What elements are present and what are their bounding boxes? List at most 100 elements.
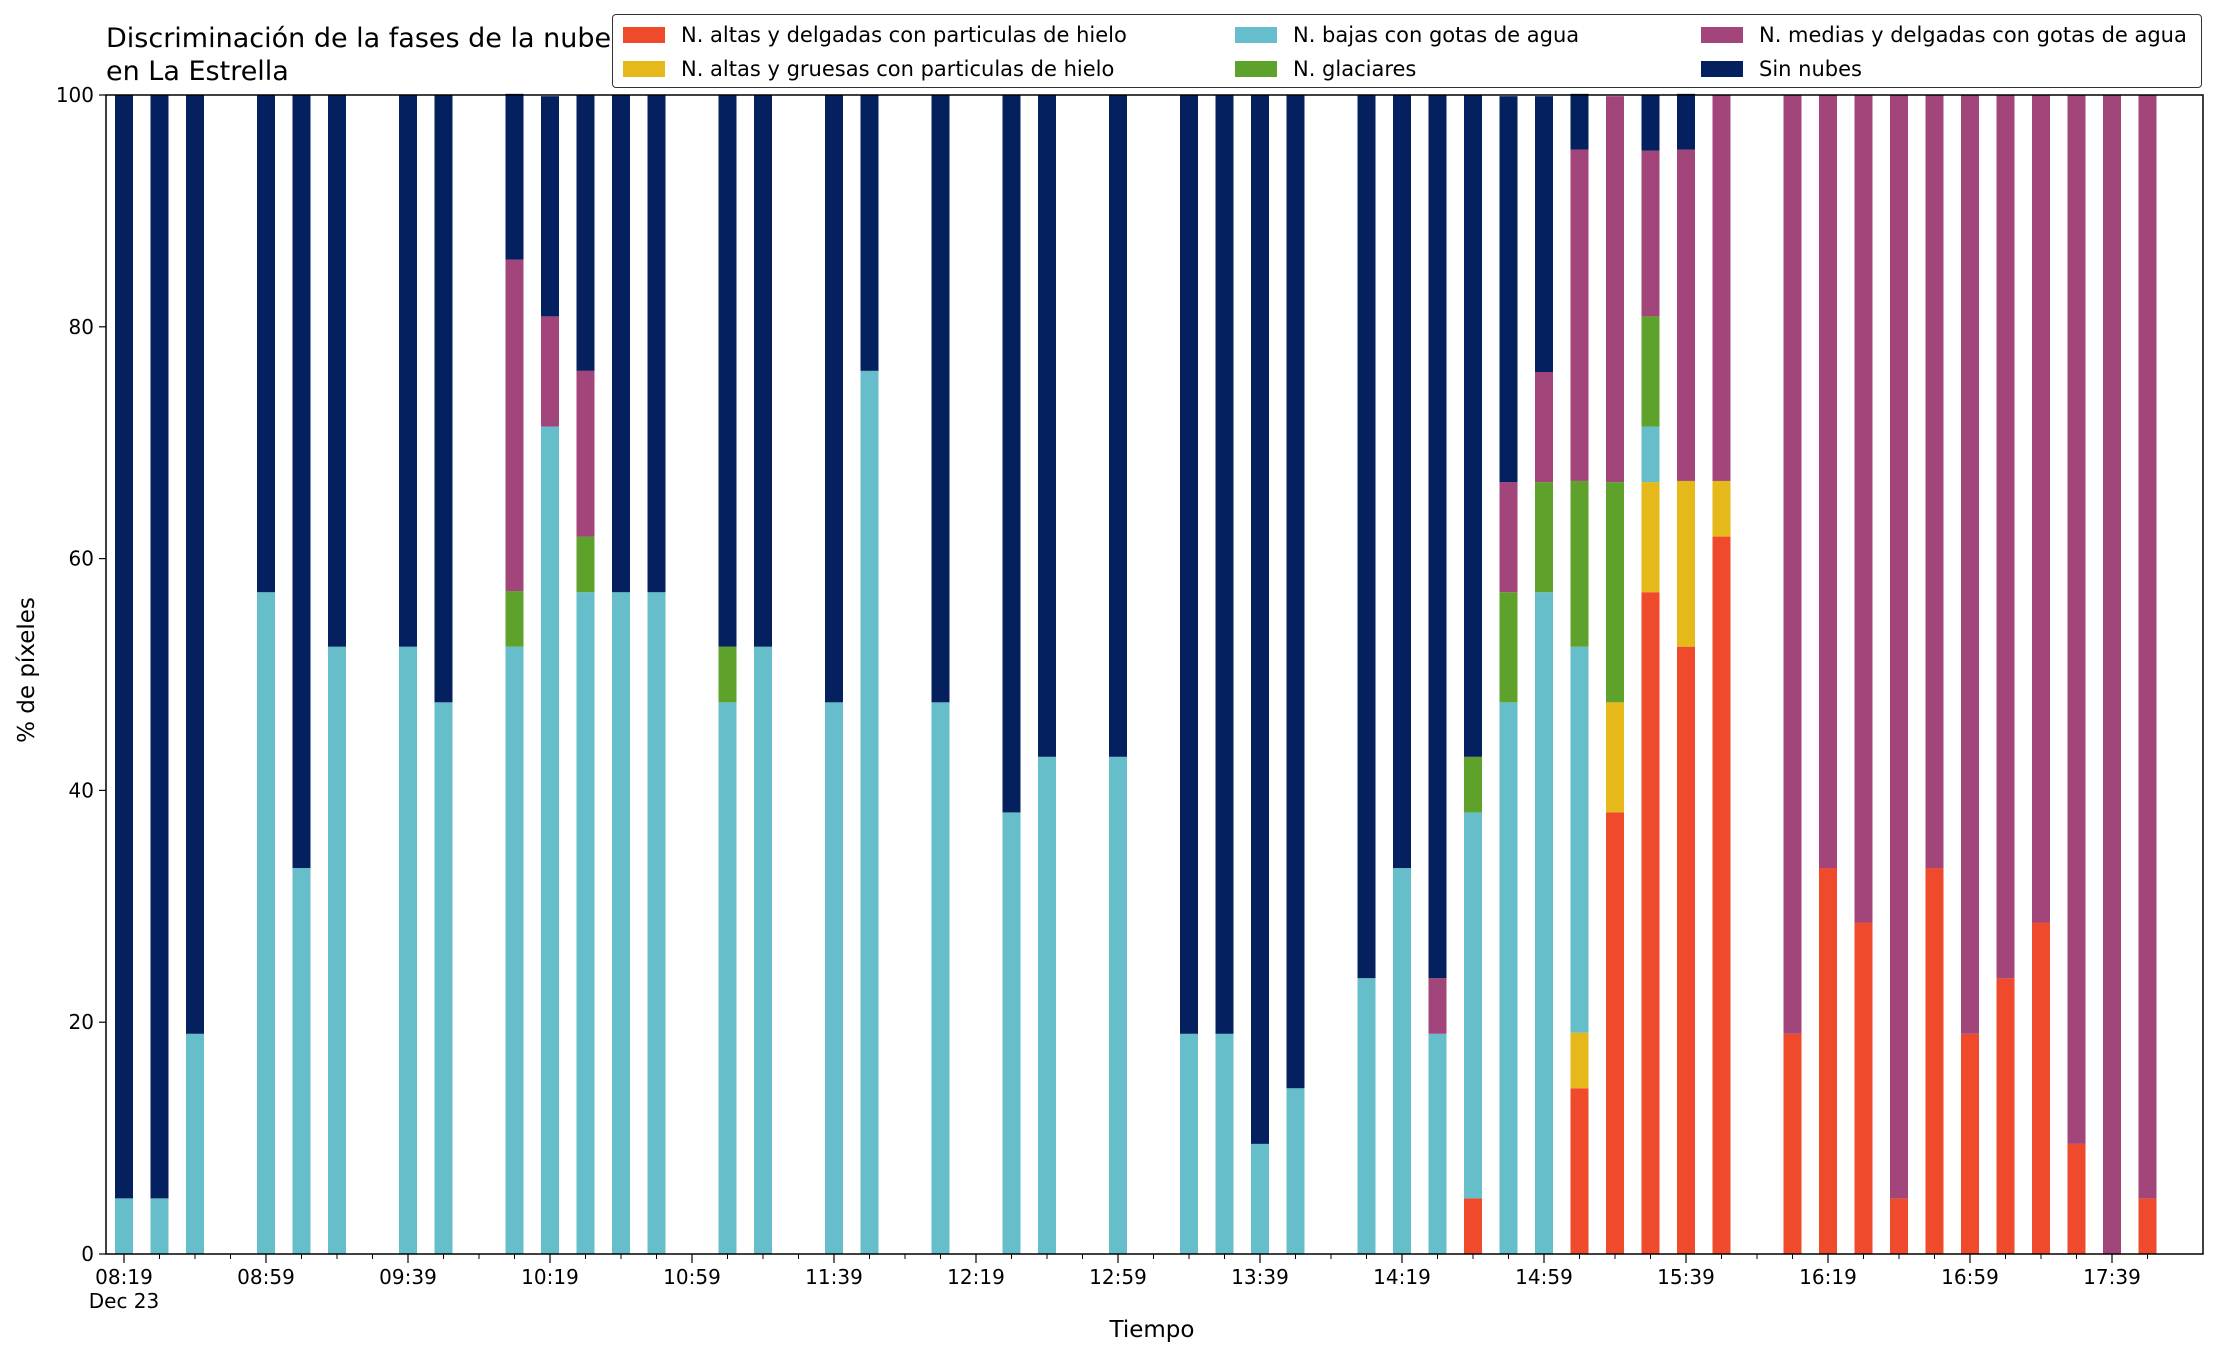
bar-segment (1109, 95, 1127, 757)
bar-segment (1180, 1033, 1198, 1254)
bar-segment (434, 702, 453, 1254)
bar-segment (1641, 316, 1660, 427)
bar-segment (1712, 480, 1731, 537)
bar-segment (1464, 812, 1482, 1199)
bar-segment (115, 1198, 133, 1254)
bar-segment (1996, 95, 2015, 979)
bar-segment (1641, 482, 1660, 593)
bar-segment (328, 95, 346, 647)
bar-segment (576, 95, 595, 371)
chart-title: Discriminación de la fases de la nube en… (106, 23, 612, 87)
bar-segment (1393, 868, 1411, 1254)
bar-segment (1677, 480, 1695, 647)
bar-segment (1038, 756, 1056, 1254)
bar-segment (1570, 646, 1589, 1033)
legend: N. altas y delgadas con particulas de hi… (612, 14, 2202, 88)
bar-segment (825, 702, 843, 1254)
x-tick-label: 11:39 (805, 1265, 863, 1289)
bar-segment (1109, 756, 1127, 1254)
bar-segment (1251, 1143, 1269, 1254)
bar-segment (647, 95, 666, 593)
bar-segment (1393, 95, 1411, 869)
bar-segment (576, 370, 595, 537)
x-tick-label: 16:59 (1941, 1265, 1999, 1289)
bar-segment (2138, 1198, 2157, 1254)
bar-segment (1499, 592, 1518, 703)
bar-segment (1464, 756, 1482, 813)
bar-segment (2032, 95, 2050, 923)
bar-segment (1499, 482, 1518, 593)
bar-segment (1499, 702, 1518, 1254)
bar-segment (1854, 95, 1873, 923)
bar-segment (150, 1198, 169, 1254)
x-tick-label: 14:19 (1373, 1265, 1431, 1289)
bar-segment (1996, 978, 2015, 1254)
axes-group: 0 20 40 60 80 100 08:19 08:59 09:39 10:19 10:59 11:… (56, 83, 2204, 1313)
bar-segment (1286, 1088, 1305, 1254)
bar-segment (505, 259, 524, 592)
x-tick-label: 15:39 (1657, 1265, 1715, 1289)
bar-segment (612, 592, 630, 1254)
bar-segment (150, 95, 169, 1199)
bar-segment (2032, 922, 2050, 1254)
x-date-label: Dec 23 (89, 1289, 160, 1313)
bar-segment (1677, 646, 1695, 1254)
bar-segment (718, 646, 737, 703)
legend-item: N. medias y delgadas con gotas de agua (1701, 21, 2187, 49)
bar-segment (1038, 95, 1056, 757)
bar-segment (860, 370, 879, 1255)
bar-segment (576, 536, 595, 593)
legend-label: N. glaciares (1293, 57, 1417, 81)
x-tick-label: 10:59 (663, 1265, 721, 1289)
bar-segment (1251, 95, 1269, 1144)
y-axis-title: % de píxeles (14, 597, 40, 743)
bar-segment (1641, 426, 1660, 483)
legend-item: N. glaciares (1235, 55, 1416, 83)
bar-segment (1641, 95, 1660, 151)
bar-segment (1712, 536, 1731, 1254)
x-tick-label: 08:19 (95, 1265, 153, 1289)
bar-segment (1499, 96, 1518, 483)
bar-segment (1002, 95, 1021, 813)
bar-segment (1180, 95, 1198, 1034)
bar-segment (1464, 1198, 1482, 1254)
x-tick-label: 16:19 (1799, 1265, 1857, 1289)
legend-swatch (623, 27, 665, 43)
bar-segment (541, 426, 559, 1255)
bar-segment (1641, 150, 1660, 317)
bar-segment (718, 95, 737, 647)
bar-segment (505, 93, 524, 260)
bar-segment (1819, 868, 1837, 1254)
legend-item: N. altas y delgadas con particulas de hi… (623, 21, 1127, 49)
bar-segment (115, 95, 133, 1199)
bar-segment (754, 95, 772, 647)
legend-item: N. altas y gruesas con particulas de hie… (623, 55, 1114, 83)
bar-segment (328, 646, 346, 1254)
bar-segment (1783, 1033, 1802, 1254)
bar-segment (257, 592, 275, 1254)
legend-swatch (1235, 61, 1277, 77)
bar-segment (2067, 1143, 2086, 1254)
bar-segment (1570, 93, 1589, 150)
bar-segment (1606, 812, 1624, 1254)
bar-segment (1783, 95, 1802, 1034)
x-tick-label: 08:59 (237, 1265, 295, 1289)
bar-segment (1535, 592, 1553, 1254)
y-tick-label: 100 (56, 83, 94, 107)
y-tick-label: 80 (69, 315, 94, 339)
y-tick-label: 40 (69, 778, 94, 802)
bar-segment (1428, 1033, 1447, 1254)
y-tick-label: 20 (69, 1010, 94, 1034)
legend-swatch (623, 61, 665, 77)
bar-segment (1641, 592, 1660, 1254)
bar-segment (1677, 149, 1695, 481)
plot-frame (105, 94, 2204, 1255)
bar-segment (647, 592, 666, 1254)
bar-segment (754, 646, 772, 1254)
bar-segment (1925, 868, 1944, 1254)
bar-segment (860, 95, 879, 371)
bar-segment (931, 95, 950, 703)
bar-segment (1677, 93, 1695, 150)
bars-group (115, 93, 2157, 1255)
